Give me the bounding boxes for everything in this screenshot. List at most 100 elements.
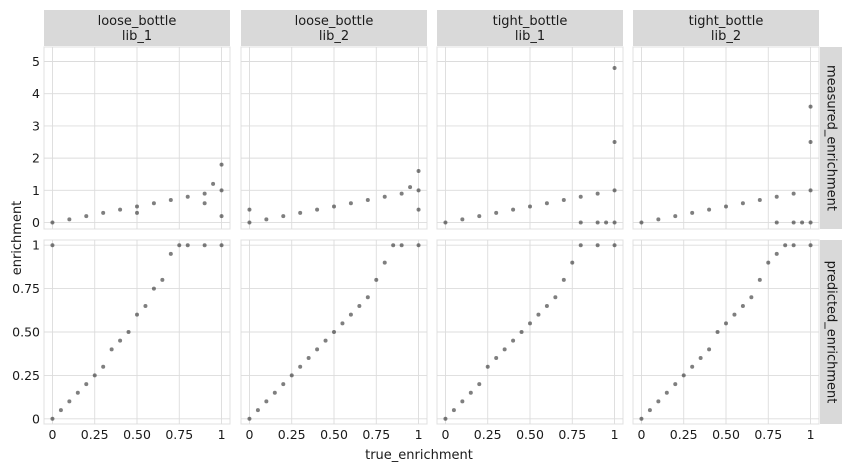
data-point	[135, 312, 139, 317]
panel-r1-c2	[240, 46, 428, 230]
x-tick-label-col4: 0	[637, 427, 645, 442]
x-tick-label-col4: 0.25	[670, 427, 698, 442]
x-tick-label-col2: 0.75	[362, 427, 390, 442]
data-point	[808, 243, 813, 248]
panel-r2-c3	[436, 239, 624, 425]
data-point	[272, 390, 277, 395]
data-point	[75, 390, 80, 395]
data-point	[298, 210, 303, 215]
facet-strip-col-3-line2: lib_1	[515, 29, 545, 44]
x-tick-label-col2: 1	[415, 427, 423, 442]
data-point	[604, 220, 609, 225]
data-point	[757, 277, 762, 282]
y-tick-label-row2: 1	[32, 238, 40, 253]
data-point	[185, 243, 190, 248]
data-point	[578, 220, 583, 225]
data-point	[791, 243, 796, 248]
x-axis-title: true_enrichment	[365, 448, 473, 463]
data-point	[219, 243, 224, 248]
data-point	[519, 330, 524, 334]
data-point	[732, 312, 737, 317]
data-point	[800, 220, 805, 225]
data-point	[707, 207, 712, 212]
data-point	[185, 194, 190, 199]
facet-strip-col-2-line1: loose_bottle	[295, 14, 374, 29]
data-point	[151, 201, 156, 206]
data-point	[451, 408, 456, 413]
data-point	[656, 399, 661, 404]
data-point	[570, 260, 575, 265]
data-point	[416, 207, 421, 212]
data-points	[50, 243, 224, 421]
y-tick-label-row1: 1	[32, 183, 40, 198]
x-tick-label-col4: 1	[807, 427, 815, 442]
data-point	[774, 194, 779, 199]
data-point	[536, 312, 541, 317]
facet-strip-col-4-line2: lib_2	[711, 29, 741, 44]
data-point	[740, 303, 745, 308]
data-point	[690, 210, 695, 215]
data-point	[151, 286, 156, 291]
data-point	[281, 214, 286, 219]
data-points	[639, 243, 813, 421]
data-point	[578, 194, 583, 199]
data-point	[791, 191, 796, 196]
data-point	[443, 416, 448, 421]
data-point	[681, 373, 686, 378]
x-tick-label-col3: 0.50	[516, 427, 544, 442]
data-point	[416, 188, 421, 193]
panel-r1-c1	[43, 46, 231, 230]
data-point	[382, 194, 387, 199]
data-point	[365, 198, 370, 203]
data-points	[247, 169, 421, 225]
data-points	[443, 65, 617, 225]
data-point	[724, 321, 728, 326]
data-point	[477, 382, 482, 387]
data-point	[143, 303, 148, 308]
data-point	[92, 373, 97, 378]
data-point	[528, 321, 532, 326]
data-point	[544, 303, 549, 308]
facet-strip-row-2-label: predicted_enrichment	[824, 261, 839, 404]
facet-column-strips: loose_bottlelib_1loose_bottlelib_2tight_…	[44, 10, 819, 46]
facet-strip-col-3-line1: tight_bottle	[493, 14, 568, 29]
data-points	[247, 243, 421, 421]
data-point	[399, 243, 404, 248]
data-point	[808, 140, 813, 145]
data-point	[595, 191, 600, 196]
data-point	[177, 243, 182, 248]
facet-strip-col-1-line1: loose_bottle	[98, 14, 177, 29]
data-point	[382, 260, 387, 265]
data-point	[477, 214, 482, 219]
data-point	[323, 338, 328, 343]
data-point	[160, 277, 165, 282]
data-point	[202, 191, 207, 196]
data-point	[494, 356, 499, 361]
data-point	[67, 399, 72, 404]
x-tick-label-col2: 0	[245, 427, 253, 442]
y-axis-title: enrichment	[10, 201, 25, 276]
panel-r2-c2	[240, 239, 428, 425]
data-point	[306, 356, 311, 361]
data-point	[740, 201, 745, 206]
y-tick-label-row1: 0	[32, 215, 40, 230]
data-point	[791, 220, 796, 225]
data-points	[443, 243, 617, 421]
facet-strip-col-2-line2: lib_2	[319, 29, 349, 44]
data-point	[502, 347, 507, 352]
y-tick-labels: 0 1 2 3 4 5 0 0.25 0.50 0.75 1	[12, 54, 40, 426]
data-point	[348, 201, 353, 206]
data-point	[126, 330, 131, 334]
x-tick-labels: 0 0.25 0.50 0.75 1 0 0.25 0.50 0.75 1 0 0.25 0.50 0.7…	[48, 427, 814, 442]
data-point	[315, 347, 320, 352]
panel-r2-c1	[43, 239, 231, 425]
x-tick-label-col3: 0.75	[558, 427, 586, 442]
data-point	[202, 243, 207, 248]
y-tick-label-row2: 0	[32, 411, 40, 426]
data-point	[247, 220, 252, 225]
data-point	[315, 207, 320, 212]
x-tick-label-col1: 1	[218, 427, 226, 442]
data-point	[561, 277, 566, 282]
data-point	[247, 416, 252, 421]
